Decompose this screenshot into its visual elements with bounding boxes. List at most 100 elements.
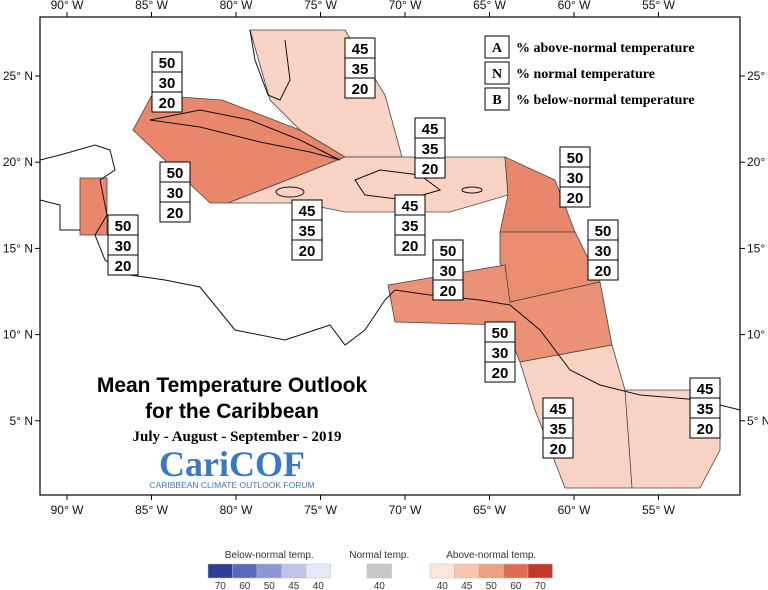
prob-value: 35 (550, 421, 567, 438)
legend-label: Above-normal temp. (446, 550, 536, 561)
lat-label-right: 10° N (747, 328, 768, 342)
prob-cell (159, 201, 191, 223)
coast-hispaniola (354, 169, 442, 201)
key-letter-box (484, 61, 510, 85)
prob-value: 30 (440, 263, 457, 280)
coast-jamaica (275, 186, 305, 198)
lat-label-right: 20° N (747, 155, 768, 169)
prob-value: 50 (567, 150, 584, 167)
lon-label-bottom: 55° W (642, 503, 675, 517)
legend-tick: 50 (264, 581, 276, 590)
prob-value: 45 (352, 41, 369, 58)
prob-cell (414, 157, 446, 179)
prob-value: 20 (299, 243, 316, 260)
prob-cell (587, 259, 619, 281)
lon-label-top: 70° W (389, 0, 422, 12)
lon-label-top: 75° W (304, 0, 337, 12)
legend-tick: 40 (374, 581, 386, 590)
key-text: % above-normal temperature (516, 41, 695, 56)
lon-label-bottom: 80° W (220, 503, 253, 517)
title-line-2: for the Caribbean (145, 400, 319, 423)
legend-tick: 70 (535, 581, 547, 590)
prob-value: 35 (697, 401, 714, 418)
lon-label-top: 55° W (642, 0, 675, 12)
lat-label-left: 15° N (3, 241, 33, 255)
prob-cell (689, 417, 721, 439)
prob-value: 30 (115, 238, 132, 255)
lon-label-top: 85° W (135, 0, 168, 12)
prob-cell (107, 254, 139, 276)
prob-value: 20 (422, 161, 439, 178)
logo: CariCOF (159, 444, 305, 484)
lon-label-bottom: 85° W (135, 503, 168, 517)
lon-label-bottom: 75° W (304, 503, 337, 517)
coast-mexico-border (39, 199, 80, 231)
legend-label: Below-normal temp. (225, 550, 314, 561)
prob-value: 30 (595, 243, 612, 260)
legend-swatch (256, 563, 282, 579)
logo-subtitle: CARIBBEAN CLIMATE OUTLOOK FORUM (149, 480, 314, 490)
legend-tick: 70 (215, 581, 227, 590)
legend-swatch (527, 563, 553, 579)
lat-label-right: 5° N (747, 414, 768, 428)
prob-value: 35 (352, 61, 369, 78)
legend-tick: 40 (313, 581, 325, 590)
legend-swatch (503, 563, 529, 579)
title-line-1: Mean Temperature Outlook (97, 374, 368, 397)
lon-label-top: 90° W (51, 0, 84, 12)
lon-label-top: 65° W (473, 0, 506, 12)
prob-value: 50 (159, 55, 176, 72)
prob-cell (291, 239, 323, 261)
key-letter: A (492, 41, 503, 56)
key-letter-box (484, 35, 510, 59)
coast-florida (249, 29, 291, 101)
key-letter: N (492, 67, 502, 82)
prob-value: 45 (402, 198, 419, 215)
lon-label-bottom: 70° W (389, 503, 422, 517)
legend-label: Normal temp. (349, 550, 409, 561)
prob-value: 35 (299, 223, 316, 240)
prob-cell (432, 279, 464, 301)
lon-label-top: 80° W (220, 0, 253, 12)
lat-label-left: 10° N (3, 328, 33, 342)
prob-value: 20 (159, 95, 176, 112)
legend-swatch (366, 563, 392, 579)
prob-value: 50 (167, 165, 184, 182)
legend-tick: 50 (486, 581, 498, 590)
prob-value: 35 (402, 218, 419, 235)
legend-swatch (232, 563, 258, 579)
legend-swatch (305, 563, 331, 579)
prob-value: 50 (595, 223, 612, 240)
key-text: % below-normal temperature (516, 93, 695, 108)
legend-tick: 40 (437, 581, 449, 590)
lon-label-bottom: 60° W (558, 503, 591, 517)
prob-value: 45 (299, 203, 316, 220)
prob-cell (151, 91, 183, 113)
region-border (624, 389, 633, 489)
period: July - August - September - 2019 (133, 429, 342, 445)
legend-tick: 45 (288, 581, 300, 590)
prob-value: 45 (697, 381, 714, 398)
lat-label-right: 25° N (747, 69, 768, 83)
legend-swatch (207, 563, 233, 579)
legend-swatch (429, 563, 455, 579)
prob-value: 30 (159, 75, 176, 92)
coast-south-america (384, 289, 741, 411)
coast-cuba (149, 109, 341, 161)
prob-value: 20 (595, 263, 612, 280)
lon-label-top: 60° W (558, 0, 591, 12)
prob-cell (344, 77, 376, 99)
prob-value: 20 (567, 190, 584, 207)
prob-value: 35 (422, 141, 439, 158)
prob-value: 50 (440, 243, 457, 260)
prob-value: 20 (352, 81, 369, 98)
prob-value: 20 (115, 258, 132, 275)
prob-value: 20 (167, 205, 184, 222)
legend-swatch (478, 563, 504, 579)
region-belize (79, 177, 108, 236)
lat-label-right: 15° N (747, 241, 768, 255)
legend-swatch (454, 563, 480, 579)
prob-value: 20 (492, 365, 509, 382)
coast-puerto-rico (461, 186, 483, 194)
